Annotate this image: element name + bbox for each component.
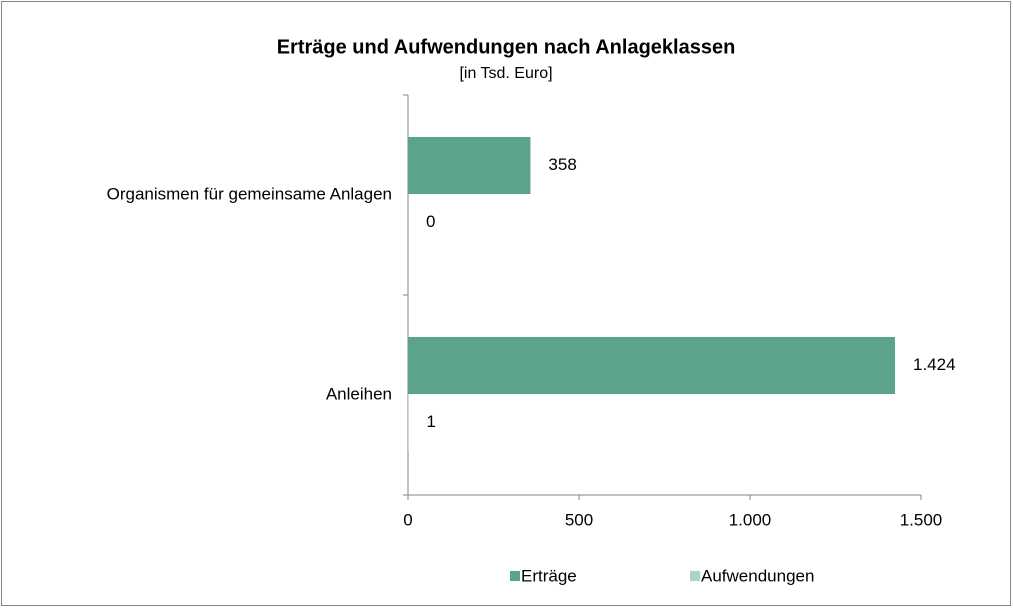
y-tick-label: Anleihen (326, 384, 392, 403)
data-label: 1 (426, 412, 435, 431)
x-tick-label: 1.000 (729, 510, 772, 529)
y-tick-label: Organismen für gemeinsame Anlagen (107, 184, 392, 203)
bar (408, 337, 896, 394)
legend-label: Erträge (521, 566, 577, 585)
x-tick-label: 500 (565, 510, 593, 529)
legend-swatch (690, 571, 700, 581)
data-label: 358 (548, 155, 576, 174)
bar (408, 137, 531, 194)
chart-subtitle: [in Tsd. Euro] (459, 65, 552, 82)
legend-swatch (510, 571, 520, 581)
chart-title: Erträge und Aufwendungen nach Anlageklas… (277, 36, 736, 58)
data-label: 1.424 (913, 355, 956, 374)
data-label: 0 (426, 212, 435, 231)
x-tick-label: 1.500 (900, 510, 943, 529)
x-tick-label: 0 (403, 510, 412, 529)
legend-label: Aufwendungen (701, 566, 814, 585)
